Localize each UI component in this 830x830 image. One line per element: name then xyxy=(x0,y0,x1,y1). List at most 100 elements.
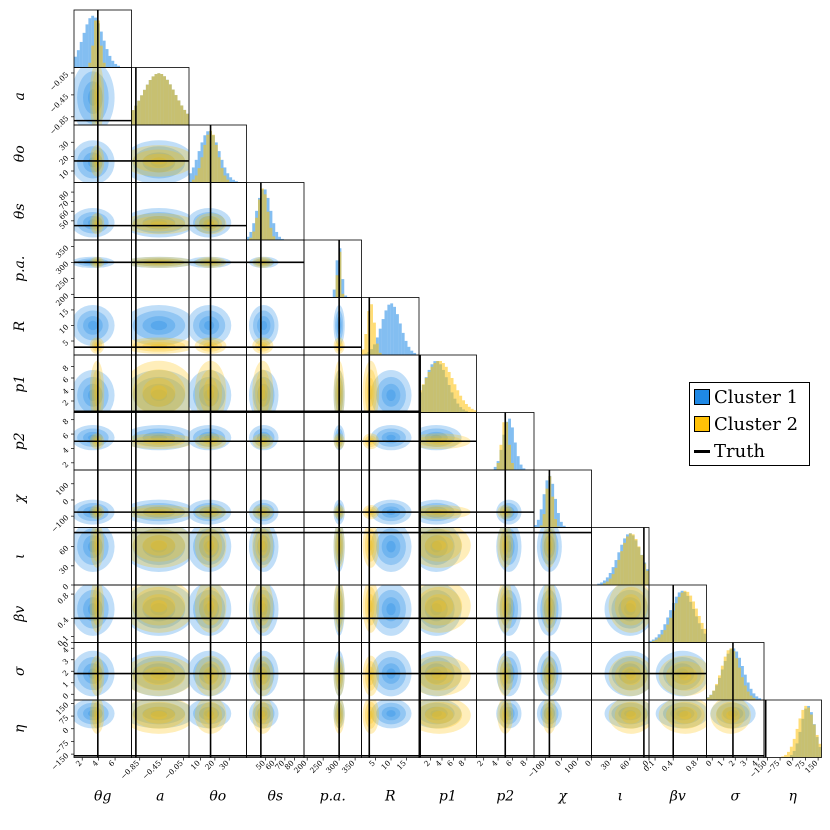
hist-bar-c2 xyxy=(784,754,787,758)
hist-bar-c2 xyxy=(669,617,672,643)
contour-level-c2 xyxy=(364,529,377,562)
contour-level-c2 xyxy=(131,700,189,734)
contour-level-c2 xyxy=(252,360,274,413)
contour-p2-vs-p1 xyxy=(419,412,477,470)
contour-level-c1 xyxy=(430,710,442,717)
contour-level-c1 xyxy=(150,219,168,227)
hist-bar-c2 xyxy=(99,45,103,68)
hist-bar-c1 xyxy=(410,350,414,355)
hist-bar-c2 xyxy=(260,188,264,240)
y-axis-label-p: σ xyxy=(12,666,28,676)
contour-level-c2 xyxy=(679,671,692,681)
x-tick-label: 2 xyxy=(74,758,84,768)
panel-frame xyxy=(303,239,362,298)
hist-bar-c2 xyxy=(168,84,172,125)
contour-level-c2 xyxy=(419,700,471,734)
hist-bar-c1 xyxy=(542,494,546,528)
y-tick-label: 350 xyxy=(54,243,71,260)
contour-level-c1 xyxy=(77,376,109,413)
contour-level-c1 xyxy=(87,603,98,616)
contour-level-c1 xyxy=(150,434,168,441)
hist-bar-c2 xyxy=(424,377,428,413)
hist-bar-c1 xyxy=(384,310,388,355)
legend: Cluster 1 Cluster 2 Truth xyxy=(689,382,810,466)
hist-bar-c1 xyxy=(85,24,89,68)
contour-level-c1 xyxy=(260,320,268,331)
contour-level-c1 xyxy=(193,428,226,447)
hist-bar-c2 xyxy=(212,134,215,183)
hist-bar-c1 xyxy=(536,519,540,528)
contour-level-c1 xyxy=(253,702,275,725)
panel-frame xyxy=(303,297,362,356)
hist-bar-c2 xyxy=(154,74,158,125)
y-axis-label-p: ι xyxy=(12,554,28,560)
contour-p1-vs-s xyxy=(246,355,304,413)
x-tick-label: 2 xyxy=(422,758,432,768)
hist-bar-c1 xyxy=(387,304,391,355)
contour-level-c2 xyxy=(620,666,642,686)
y-tick-label: 0.8 xyxy=(56,591,71,606)
hist-bar-c1 xyxy=(404,340,408,355)
contour-p1-vs-pa xyxy=(304,355,362,413)
hist-bar-c2 xyxy=(269,227,273,240)
contour-p-vs-p xyxy=(534,527,592,585)
hist-bar-c1 xyxy=(746,682,750,700)
contour-level-c1 xyxy=(618,597,642,622)
hist-bar-c2 xyxy=(807,707,810,758)
contour-level-c1 xyxy=(604,585,649,636)
contour-level-c1 xyxy=(74,67,115,125)
contour-p-vs-a xyxy=(131,527,189,585)
contour-level-c2 xyxy=(93,666,101,686)
y-tick-label: 300 xyxy=(54,259,71,276)
contour-level-c2 xyxy=(362,700,380,734)
hist-bar-c1 xyxy=(398,323,402,355)
contour-level-c1 xyxy=(419,585,462,636)
contour-p-vs-p xyxy=(591,642,649,700)
contour-p-vs-v xyxy=(649,642,707,700)
contour-level-c2 xyxy=(626,600,637,613)
hist-bar-c2 xyxy=(726,650,730,700)
hist-bar-c2 xyxy=(102,62,106,68)
contour-level-c1 xyxy=(87,710,98,717)
contour-level-c1 xyxy=(150,389,168,401)
contour-level-c1 xyxy=(386,603,396,616)
hist-bar-c2 xyxy=(157,73,161,125)
contour-level-c1 xyxy=(248,585,279,636)
contour-level-c1 xyxy=(74,527,115,572)
contour-level-c1 xyxy=(430,603,442,616)
hist-bar-c2 xyxy=(792,738,796,758)
x-tick-label: 2 xyxy=(727,758,737,768)
contour-level-c1 xyxy=(260,540,268,553)
contour-level-c1 xyxy=(419,428,455,447)
contour-level-c2 xyxy=(89,655,105,697)
contour-level-c2 xyxy=(91,71,103,124)
hist-bar-c1 xyxy=(755,696,759,700)
contour-level-c1 xyxy=(131,585,189,636)
y-tick-label: 200 xyxy=(54,291,71,308)
hist-bar-c2 xyxy=(611,574,615,585)
hist-bar-c2 xyxy=(361,349,365,355)
x-tick-label: 1 xyxy=(715,759,725,769)
contour-p2-vs-o xyxy=(189,412,247,470)
hist-bar-c2 xyxy=(180,105,184,125)
contour-level-c1 xyxy=(74,207,115,238)
contour-level-c1 xyxy=(74,585,115,636)
hist-bar-c2 xyxy=(628,533,632,585)
x-tick-label: 6 xyxy=(445,758,455,768)
contour-p-vs-p2 xyxy=(476,642,534,700)
y-axis-label-p: η xyxy=(12,724,28,733)
contour-level-c1 xyxy=(253,528,275,566)
contour-level-c2 xyxy=(132,701,186,729)
x-axis-label-g: θg xyxy=(94,789,111,805)
hist-bar-c2 xyxy=(177,100,181,125)
y-tick-label: 4 xyxy=(61,645,71,655)
y-tick-label: 6 xyxy=(61,375,71,385)
hist-bar-c2 xyxy=(683,590,687,643)
contour-level-c2 xyxy=(252,527,274,568)
contour-level-c2 xyxy=(419,701,463,729)
hist-bar-c2 xyxy=(663,630,667,643)
hist-bar-c2 xyxy=(94,20,97,68)
contour-level-c1 xyxy=(150,540,168,553)
hist-bar-c2 xyxy=(815,734,819,758)
hist-bar-c2 xyxy=(660,634,664,643)
